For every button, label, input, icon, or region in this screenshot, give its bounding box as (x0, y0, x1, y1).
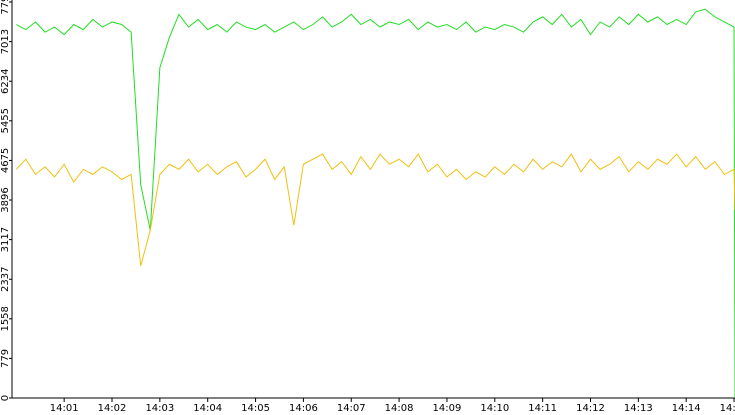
y-tick-label: 3117 (0, 227, 11, 252)
x-tick-label: 14:03 (145, 403, 174, 414)
x-tick-label: 14:08 (385, 403, 414, 414)
x-tick-label: 14:11 (528, 403, 557, 414)
y-tick-label: 4675 (0, 148, 11, 173)
y-tick-label: 3896 (0, 187, 11, 212)
series-line (15, 153, 735, 267)
y-tick-label: 0 (0, 395, 11, 401)
series-line (16, 8, 735, 399)
x-tick-label: 14:06 (289, 403, 318, 414)
x-tick-label: 14:01 (50, 403, 79, 414)
y-tick-label: 779 (0, 349, 11, 368)
x-tick-label: 14:07 (337, 403, 366, 414)
x-tick-label: 14:12 (576, 403, 605, 414)
x-tick-label: 14:10 (480, 403, 509, 414)
y-tick-label: 2337 (0, 267, 11, 292)
x-tick-label: 14:09 (433, 403, 462, 414)
y-tick-label: 6234 (0, 68, 11, 93)
y-tick-label: 7793 (0, 0, 11, 15)
x-tick-label: 14:04 (193, 403, 222, 414)
x-tick-label: 14:05 (241, 403, 270, 414)
x-tick-label: 14:02 (98, 403, 127, 414)
x-tick-label: 14:14 (672, 403, 701, 414)
x-tick-label: 14:15 (720, 403, 735, 414)
y-tick-label: 5455 (0, 108, 11, 133)
y-tick-label: 7013 (0, 29, 11, 54)
y-tick-label: 1558 (0, 306, 11, 331)
x-tick-label: 14:13 (624, 403, 653, 414)
